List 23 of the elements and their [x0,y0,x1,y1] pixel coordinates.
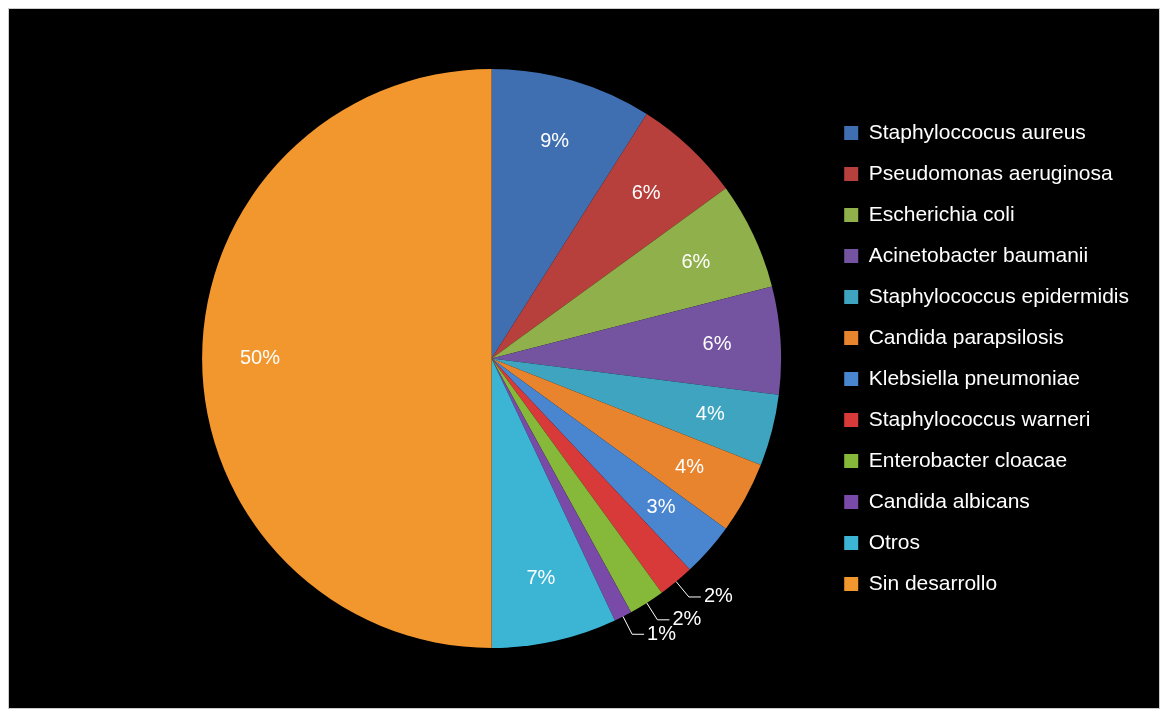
data-label: 3% [646,495,676,518]
legend-label: Staphyloccocus aureus [868,119,1086,143]
data-label: 9% [540,129,570,152]
legend-label: Candida albicans [868,488,1030,512]
data-label: 7% [526,566,556,589]
legend-label: Otros [868,529,921,553]
legend-label: Staphylococcus warneri [868,406,1091,430]
data-label: 50% [239,346,281,369]
legend-label: Staphylococcus epidermidis [868,283,1129,307]
data-label: 2% [703,584,734,607]
legend-label: Acinetobacter baumanii [868,242,1089,266]
data-label: 2% [672,607,702,630]
data-label: 6% [702,331,732,354]
data-label: 4% [675,454,705,477]
legend-label: Candida parapsilosis [868,324,1064,348]
data-label: 4% [695,402,725,425]
legend-label: Pseudomonas aeruginosa [868,160,1114,184]
legend-label: Escherichia coli [868,201,1015,225]
data-label: 6% [681,249,711,272]
data-label: 6% [631,181,661,204]
legend-label: Klebsiella pneumoniae [868,365,1081,389]
legend-label: Enterobacter cloacae [868,447,1068,471]
legend-label: Sin desarrollo [868,570,998,594]
